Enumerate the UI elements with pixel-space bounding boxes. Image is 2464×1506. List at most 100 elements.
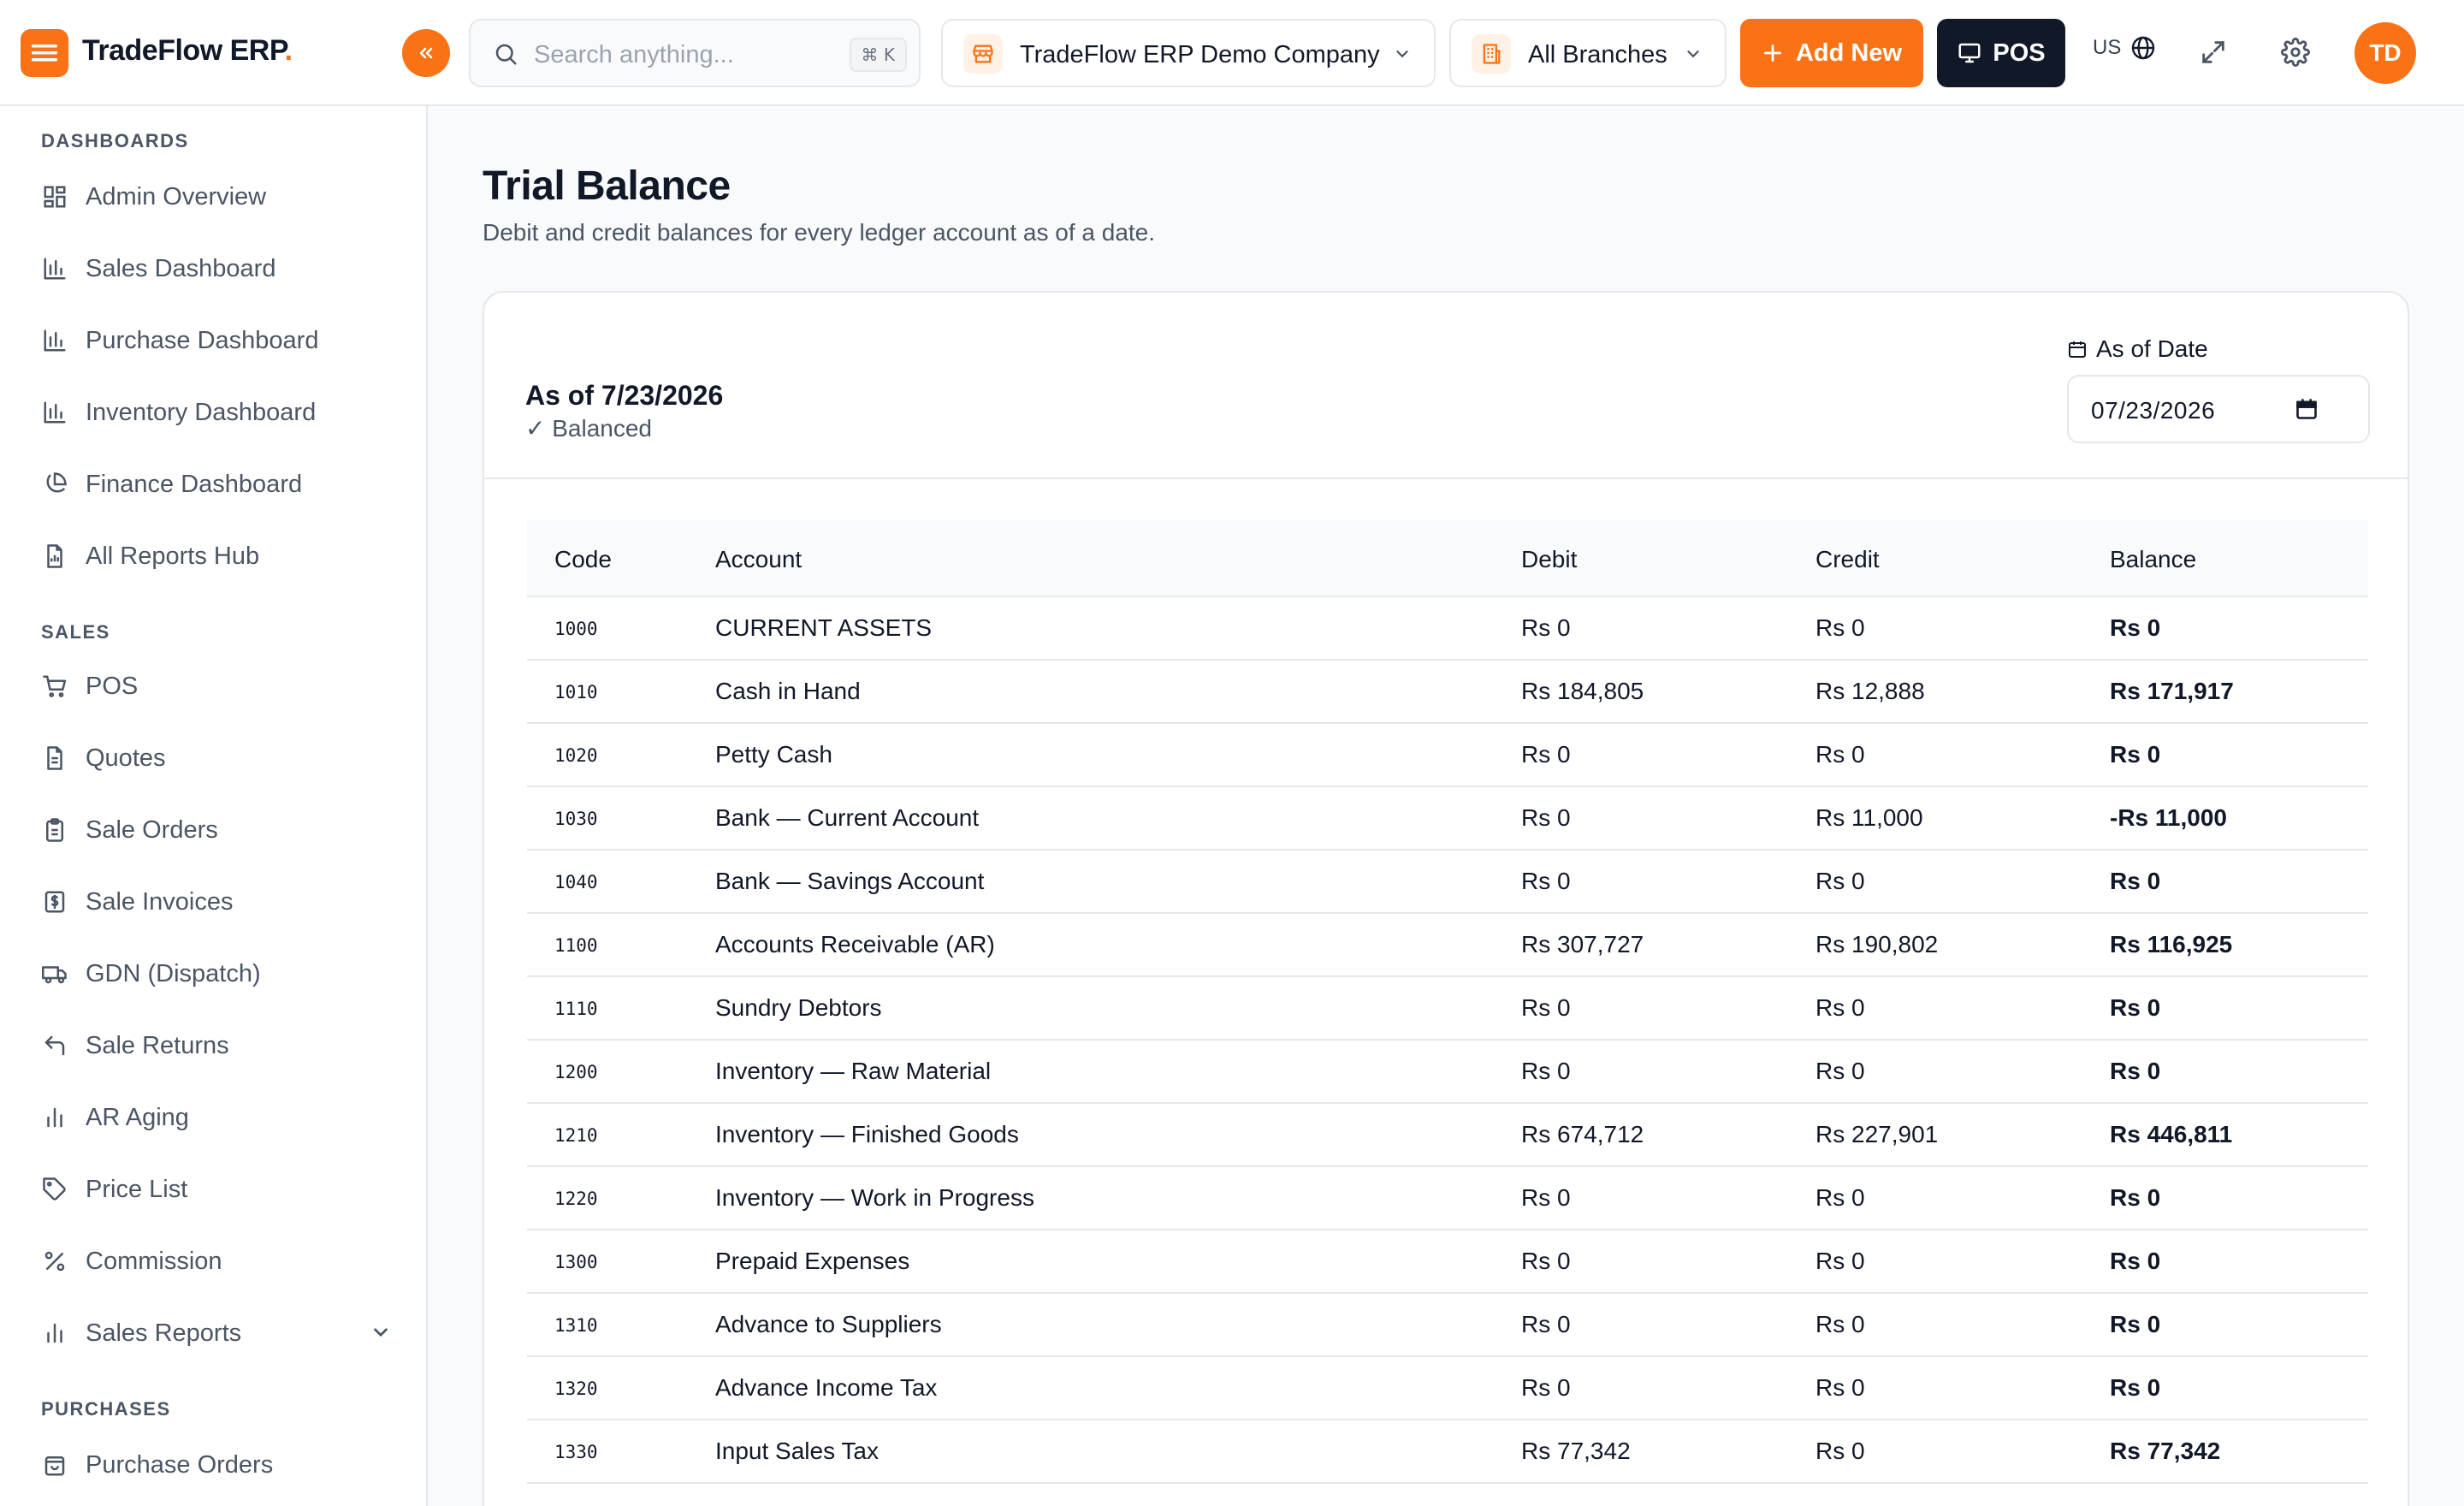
pos-label: POS	[1993, 39, 2046, 67]
language-selector[interactable]: US	[2093, 34, 2157, 62]
sidebar-item-sale-returns[interactable]: Sale Returns	[41, 1022, 392, 1070]
as-of-date-input[interactable]: 07/23/2026	[2067, 375, 2370, 443]
cell-account: Accounts Receivable (AR)	[715, 931, 995, 958]
sidebar-item-sales-dashboard[interactable]: Sales Dashboard	[41, 245, 392, 293]
sidebar-item-purchase-orders[interactable]: Purchase Orders	[41, 1441, 392, 1489]
cell-code: 1010	[554, 682, 598, 703]
menu-logo-icon[interactable]	[21, 29, 68, 77]
sidebar-item-gdn-dispatch[interactable]: GDN (Dispatch)	[41, 950, 392, 998]
sidebar-item-commission[interactable]: Commission	[41, 1237, 392, 1285]
cell-account: Inventory — Raw Material	[715, 1058, 992, 1084]
company-selector[interactable]: TradeFlow ERP Demo Company	[941, 19, 1436, 87]
table-row[interactable]: 1000 CURRENT ASSETS Rs 0 Rs 0 Rs 0	[527, 597, 2368, 661]
store-icon	[963, 34, 1003, 74]
sidebar-item-label: Inventory Dashboard	[86, 398, 317, 426]
cell-debit: Rs 0	[1521, 994, 1571, 1021]
language-code: US	[2093, 36, 2122, 59]
column-header-balance[interactable]: Balance	[2110, 546, 2197, 572]
cell-debit: Rs 0	[1521, 1248, 1571, 1274]
table-header: Code Account Debit Credit Balance	[527, 520, 2368, 597]
sidebar-item-purchase-dashboard[interactable]: Purchase Dashboard	[41, 317, 392, 365]
calendar-picker-icon[interactable]	[2295, 397, 2319, 421]
branch-selector[interactable]: All Branches	[1449, 19, 1727, 87]
cell-code: 1210	[554, 1125, 598, 1146]
cell-account: Advance to Suppliers	[715, 1311, 942, 1337]
column-header-code[interactable]: Code	[554, 546, 612, 572]
cell-credit: Rs 190,802	[1815, 931, 1939, 958]
column-header-credit[interactable]: Credit	[1815, 546, 1880, 572]
cell-balance: Rs 0	[2110, 1374, 2161, 1401]
table-row[interactable]: 1320 Advance Income Tax Rs 0 Rs 0 Rs 0	[527, 1357, 2368, 1420]
sidebar-item-label: GDN (Dispatch)	[86, 959, 261, 987]
table-row[interactable]: 1040 Bank — Savings Account Rs 0 Rs 0 Rs 0	[527, 851, 2368, 914]
bar-chart-icon	[41, 255, 68, 282]
cell-debit: Rs 0	[1521, 1374, 1571, 1401]
user-avatar[interactable]: TD	[2354, 22, 2416, 84]
bar-chart-icon	[41, 1319, 68, 1347]
sidebar-item-finance-dashboard[interactable]: Finance Dashboard	[41, 460, 392, 508]
cell-credit: Rs 11,000	[1815, 804, 1923, 831]
cell-code: 1200	[554, 1062, 598, 1082]
sidebar-item-label: Commission	[86, 1247, 222, 1275]
report-header: As of 7/23/2026 ✓ Balanced As of Date 07…	[484, 293, 2408, 479]
cell-account: Petty Cash	[715, 741, 832, 768]
table-row[interactable]: 1200 Inventory — Raw Material Rs 0 Rs 0 Rs 0	[527, 1041, 2368, 1104]
cell-balance: Rs 446,811	[2110, 1121, 2233, 1147]
cell-credit: Rs 227,901	[1815, 1121, 1939, 1147]
table-body: 1000 CURRENT ASSETS Rs 0 Rs 0 Rs 0 1010 Cash i…	[527, 597, 2368, 1484]
table-row[interactable]: 1330 Input Sales Tax Rs 77,342 Rs 0 Rs 77,34…	[527, 1420, 2368, 1484]
cell-debit: Rs 0	[1521, 614, 1571, 641]
sidebar-item-sale-orders[interactable]: Sale Orders	[41, 806, 392, 854]
cell-code: 1310	[554, 1315, 598, 1336]
chevron-down-icon	[1396, 50, 1408, 58]
sidebar-section-title: SALES	[41, 621, 110, 643]
cell-code: 1020	[554, 745, 598, 766]
sidebar-item-label: Quotes	[86, 744, 166, 772]
sidebar-item-all-reports-hub[interactable]: All Reports Hub	[41, 532, 392, 580]
column-header-debit[interactable]: Debit	[1521, 546, 1578, 572]
add-new-button[interactable]: Add New	[1740, 19, 1923, 87]
table-row[interactable]: 1010 Cash in Hand Rs 184,805 Rs 12,888 Rs 17…	[527, 661, 2368, 724]
sidebar-item-label: All Reports Hub	[86, 542, 260, 570]
collapse-sidebar-button[interactable]	[402, 29, 450, 77]
sidebar-item-pos[interactable]: POS	[41, 662, 392, 710]
cell-balance: Rs 0	[2110, 868, 2161, 894]
chevron-down-icon[interactable]	[370, 1321, 392, 1343]
sidebar: DASHBOARDS Admin Overview Sales Dashboar…	[0, 106, 428, 1506]
as-of-date-label: As of Date	[2067, 335, 2208, 363]
column-header-account[interactable]: Account	[715, 546, 803, 572]
table-row[interactable]: 1210 Inventory — Finished Goods Rs 674,712…	[527, 1104, 2368, 1167]
gear-icon[interactable]	[2281, 38, 2310, 67]
table-row[interactable]: 1100 Accounts Receivable (AR) Rs 307,727 Rs…	[527, 914, 2368, 977]
sidebar-item-sales-reports[interactable]: Sales Reports	[41, 1309, 392, 1357]
cell-credit: Rs 0	[1815, 1058, 1865, 1084]
cell-code: 1110	[554, 999, 598, 1019]
table-row[interactable]: 1110 Sundry Debtors Rs 0 Rs 0 Rs 0	[527, 977, 2368, 1041]
search-input[interactable]: Search anything... ⌘ K	[469, 19, 921, 87]
report-icon	[41, 543, 68, 570]
cell-debit: Rs 77,342	[1521, 1438, 1631, 1464]
table-row[interactable]: 1020 Petty Cash Rs 0 Rs 0 Rs 0	[527, 724, 2368, 787]
table-row[interactable]: 1300 Prepaid Expenses Rs 0 Rs 0 Rs 0	[527, 1230, 2368, 1294]
bar-chart-icon	[41, 1104, 68, 1131]
table-row[interactable]: 1220 Inventory — Work in Progress Rs 0 Rs 0…	[527, 1167, 2368, 1230]
table-row[interactable]: 1030 Bank — Current Account Rs 0 Rs 11,000 -…	[527, 787, 2368, 851]
pos-button[interactable]: POS	[1937, 19, 2065, 87]
sidebar-item-admin-overview[interactable]: Admin Overview	[41, 173, 392, 221]
cell-account: Cash in Hand	[715, 678, 861, 704]
fullscreen-icon[interactable]	[2199, 38, 2228, 67]
sidebar-item-quotes[interactable]: Quotes	[41, 734, 392, 782]
sidebar-item-sale-invoices[interactable]: Sale Invoices	[41, 878, 392, 926]
sidebar-item-price-list[interactable]: Price List	[41, 1165, 392, 1213]
cell-balance: Rs 0	[2110, 1248, 2161, 1274]
invoice-icon	[41, 888, 68, 916]
cell-account: Sundry Debtors	[715, 994, 882, 1021]
table-row[interactable]: 1310 Advance to Suppliers Rs 0 Rs 0 Rs 0	[527, 1294, 2368, 1357]
cell-balance: Rs 0	[2110, 1184, 2161, 1211]
search-icon	[495, 44, 517, 65]
page-title: Trial Balance	[483, 163, 731, 209]
percent-icon	[41, 1248, 68, 1275]
branch-name: All Branches	[1528, 41, 1667, 68]
sidebar-item-inventory-dashboard[interactable]: Inventory Dashboard	[41, 388, 392, 436]
sidebar-item-ar-aging[interactable]: AR Aging	[41, 1094, 392, 1141]
